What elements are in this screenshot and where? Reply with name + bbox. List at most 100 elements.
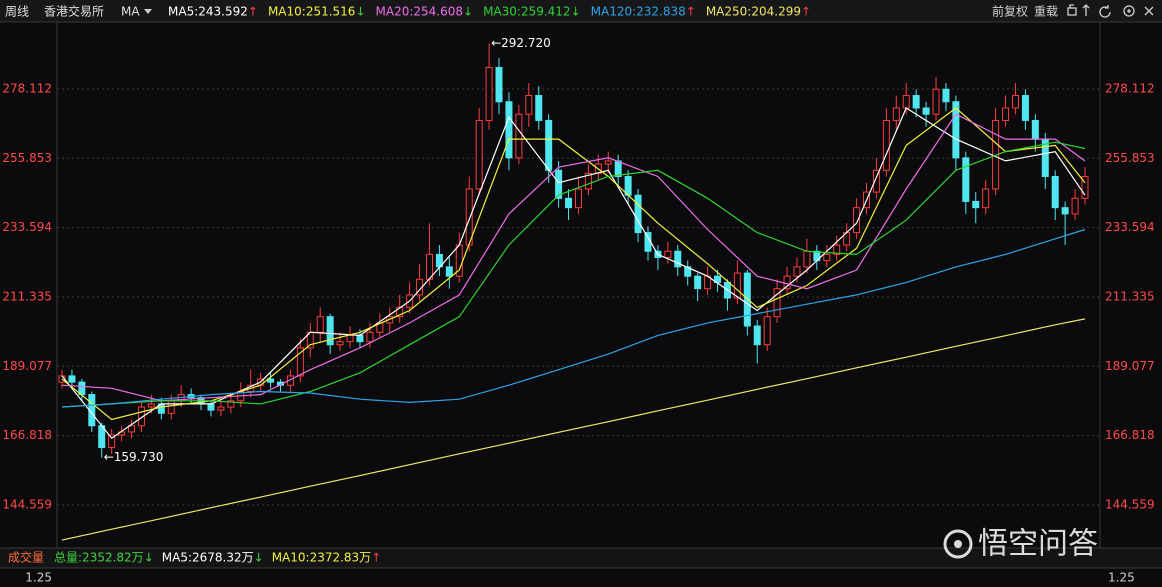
candle-body <box>128 425 136 433</box>
candle-body <box>525 95 533 115</box>
candle-body <box>1081 176 1089 199</box>
candle-body <box>108 434 116 449</box>
candle-body <box>942 88 950 103</box>
candle-body <box>902 95 910 109</box>
volume-legend-label: MA10:2372.83万 <box>272 551 372 565</box>
y-tick-label: 278.112 <box>2 81 52 95</box>
ma-legend-name: MA30: <box>483 5 521 19</box>
candle-body <box>584 172 592 190</box>
toolbar-icons[interactable] <box>1067 4 1154 18</box>
period[interactable]: 周线 <box>5 5 29 19</box>
ma-legend-name: MA10: <box>268 5 306 19</box>
ma-legend-arrow: ↓ <box>463 5 473 19</box>
candle-body <box>346 334 354 343</box>
candle-body <box>793 266 801 277</box>
candle-body <box>316 316 324 333</box>
candle-body <box>833 244 841 255</box>
volume-axis-label: 1.25 <box>25 571 52 585</box>
candle-body <box>445 266 453 277</box>
candle-body <box>674 250 682 268</box>
candle-body <box>1051 176 1059 209</box>
volume-legend-arrow: ↓ <box>254 551 264 565</box>
candle-body <box>555 169 563 199</box>
ma-legend-value: 251.516 <box>306 5 356 19</box>
candle-body <box>763 316 771 346</box>
y-tick-label: 166.818 <box>2 428 52 442</box>
candle-body <box>326 316 334 346</box>
ma-legend-name: MA250: <box>706 5 752 19</box>
candle-body <box>515 113 523 159</box>
candle-body <box>743 272 751 327</box>
indicator[interactable]: MA <box>121 5 140 19</box>
candle-body <box>296 347 304 377</box>
y-tick-label: 211.335 <box>2 289 52 303</box>
ma-legend-name: MA120: <box>591 5 637 19</box>
y-tick-label: 189.077 <box>1105 359 1155 373</box>
candle-body <box>207 403 215 411</box>
ma-legend-value: 232.838 <box>636 5 686 19</box>
candle-body <box>1011 95 1019 109</box>
candle-body <box>565 197 573 209</box>
y-tick-label: 233.594 <box>2 220 52 234</box>
candle-body <box>217 406 225 411</box>
candle-body <box>664 250 672 259</box>
candle-body <box>1021 95 1029 121</box>
ma-legend-arrow: ↑ <box>686 5 696 19</box>
candle-body <box>922 107 930 115</box>
y-tick-label: 255.853 <box>1105 151 1155 165</box>
volume-legend-arrow: ↓ <box>144 551 154 565</box>
candle-body <box>823 253 831 262</box>
ma-legend-value: 243.592 <box>198 5 248 19</box>
candle-body <box>366 331 374 343</box>
y-tick-label: 189.077 <box>2 359 52 373</box>
ma-line <box>61 318 1086 541</box>
ma-legend-arrow: ↑ <box>248 5 258 19</box>
ma-legend-name: MA5: <box>168 5 198 19</box>
candle-body <box>882 119 890 171</box>
candle-body <box>803 250 811 268</box>
candle-body <box>733 272 741 299</box>
exchange[interactable]: 香港交易所 <box>44 4 104 19</box>
candle-body <box>1061 207 1069 215</box>
volume-legend-label: MA5:2678.32万 <box>162 551 254 565</box>
candle-body <box>952 101 960 159</box>
volume-axis-label: 1.25 <box>1108 571 1135 585</box>
toolbar <box>0 0 1162 22</box>
ma-legend-value: 254.608 <box>413 5 463 19</box>
y-tick-label: 144.559 <box>2 497 52 511</box>
candle-body <box>694 275 702 290</box>
ma-legend-arrow: ↓ <box>571 5 581 19</box>
candle-body <box>336 341 344 346</box>
adjust-button[interactable]: 前复权 <box>992 4 1028 19</box>
ma-legend-arrow: ↓ <box>355 5 365 19</box>
candle-body <box>475 119 483 190</box>
candle-body <box>912 95 920 109</box>
candle-body <box>227 400 235 408</box>
y-tick-label: 144.559 <box>1105 497 1155 511</box>
ma-legend-value: 259.412 <box>521 5 571 19</box>
candle-body <box>505 101 513 159</box>
candle-body <box>1002 107 1010 121</box>
dropdown-icon[interactable] <box>144 9 152 14</box>
watermark-text: 悟空问答 <box>978 527 1098 562</box>
watermark: 悟空问答 <box>943 527 1098 562</box>
ma-legend-value: 204.299 <box>751 5 801 19</box>
candle-body <box>962 157 970 202</box>
volume-bar <box>0 548 1162 568</box>
candle-body <box>356 334 364 343</box>
ma-line <box>61 113 1086 402</box>
candle-body <box>932 88 940 115</box>
reload-button[interactable]: 重载 <box>1034 5 1058 19</box>
candle-body <box>167 400 175 414</box>
volume-title: 成交量 <box>8 550 44 565</box>
volume-legend-label: 总量:2352.82万 <box>54 551 144 565</box>
y-tick-label: 233.594 <box>1105 220 1155 234</box>
candle-body <box>872 169 880 193</box>
candle-body <box>753 325 761 346</box>
candle-body <box>376 322 384 333</box>
candle-body <box>773 288 781 318</box>
candle-body <box>535 95 543 121</box>
candle-body <box>972 200 980 209</box>
